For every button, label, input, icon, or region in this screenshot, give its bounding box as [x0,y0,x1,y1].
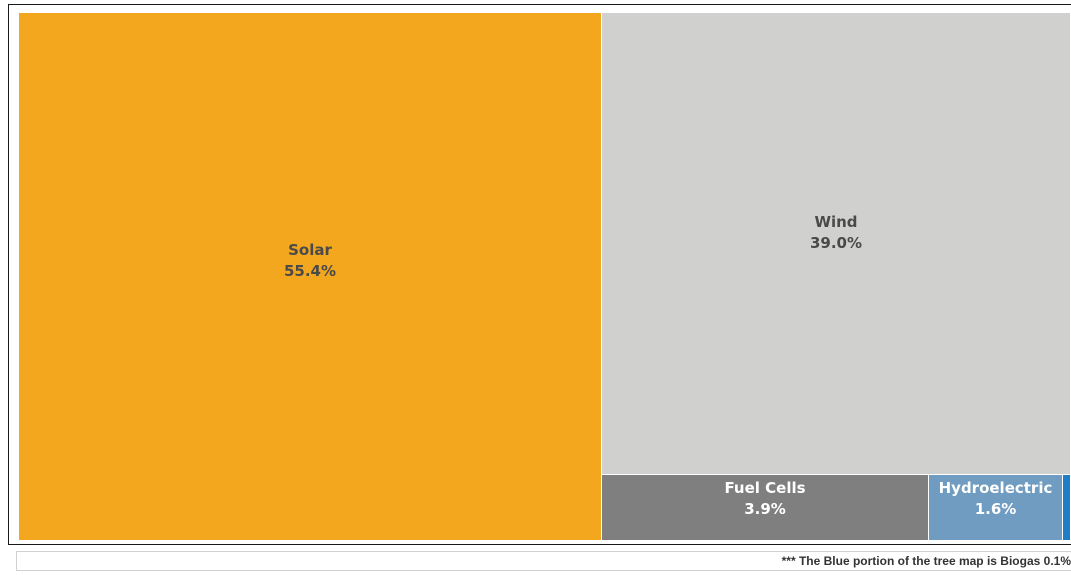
treemap-name-wind: Wind [814,213,858,231]
treemap-label-solar: Solar 55.4% [19,240,601,282]
footnote-text: *** The Blue portion of the tree map is … [781,554,1071,568]
treemap-value-fuel-cells: 3.9% [744,500,786,518]
treemap-cell-wind: Wind 39.0% [602,13,1071,475]
footnote-box: *** The Blue portion of the tree map is … [16,551,1071,571]
treemap-cell-solar: Solar 55.4% [19,13,602,541]
treemap-label-hydroelectric: Hydroelectric 1.6% [929,478,1062,520]
treemap-cell-fuel-cells: Fuel Cells 3.9% [602,475,929,541]
treemap-label-wind: Wind 39.0% [602,212,1070,254]
treemap-value-hydroelectric: 1.6% [974,500,1017,518]
treemap-label-fuel-cells: Fuel Cells 3.9% [602,478,928,520]
treemap-name-fuel-cells: Fuel Cells [724,479,806,497]
treemap-chart: Solar 55.4% Wind 39.0% Fuel Cells 3.9% Hydroel… [19,13,1071,541]
treemap-cell-hydroelectric: Hydroelectric 1.6% [929,475,1063,541]
treemap-value-solar: 55.4% [283,262,337,280]
treemap-value-wind: 39.0% [809,234,863,252]
treemap-name-hydroelectric: Hydroelectric [938,479,1053,497]
treemap-cell-biogas [1063,475,1071,541]
treemap-name-solar: Solar [288,241,332,259]
